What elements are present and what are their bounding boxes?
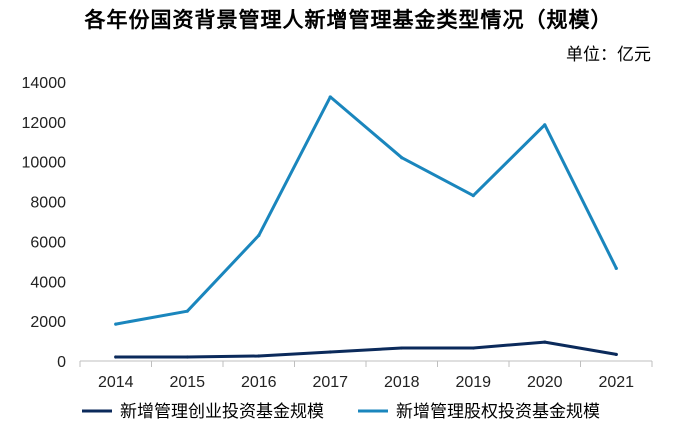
y-tick-label: 6000 xyxy=(30,234,66,251)
x-tick-label: 2016 xyxy=(241,374,277,391)
x-tick-label: 2018 xyxy=(384,374,420,391)
data-point xyxy=(543,340,547,344)
data-point xyxy=(400,346,404,350)
data-point xyxy=(328,350,332,354)
y-tick-label: 4000 xyxy=(30,274,66,291)
series-line-1 xyxy=(114,340,618,359)
data-point xyxy=(471,193,475,198)
x-tick-label: 2021 xyxy=(598,374,634,391)
unit-label: 单位：亿元 xyxy=(566,45,651,65)
data-point xyxy=(614,266,618,270)
data-point xyxy=(614,352,618,357)
x-tick-label: 2020 xyxy=(527,374,563,391)
data-point xyxy=(543,123,547,127)
data-point xyxy=(328,95,332,99)
x-tick-label: 2019 xyxy=(455,374,491,391)
data-point xyxy=(257,354,261,358)
x-tick-label: 2017 xyxy=(312,374,348,391)
y-tick-label: 0 xyxy=(57,354,66,371)
x-tick-label: 2014 xyxy=(98,374,134,391)
data-point xyxy=(114,322,118,326)
data-point xyxy=(400,156,404,160)
y-tick-label: 14000 xyxy=(22,75,67,92)
series-line-2 xyxy=(114,95,618,326)
data-point xyxy=(114,355,118,359)
x-tick-label: 2015 xyxy=(169,374,205,391)
data-point xyxy=(185,355,189,359)
data-point xyxy=(257,233,261,238)
y-tick-label: 10000 xyxy=(22,155,67,172)
y-tick-label: 12000 xyxy=(22,115,67,132)
data-point xyxy=(185,309,189,313)
y-tick-label: 8000 xyxy=(30,195,66,212)
chart-title: 各年份国资背景管理人新增管理基金类型情况（规模） xyxy=(84,8,613,32)
legend-label: 新增管理创业投资基金规模 xyxy=(120,402,324,422)
y-tick-label: 2000 xyxy=(30,314,66,331)
legend-label: 新增管理股权投资基金规模 xyxy=(396,402,600,422)
data-point xyxy=(471,346,475,350)
